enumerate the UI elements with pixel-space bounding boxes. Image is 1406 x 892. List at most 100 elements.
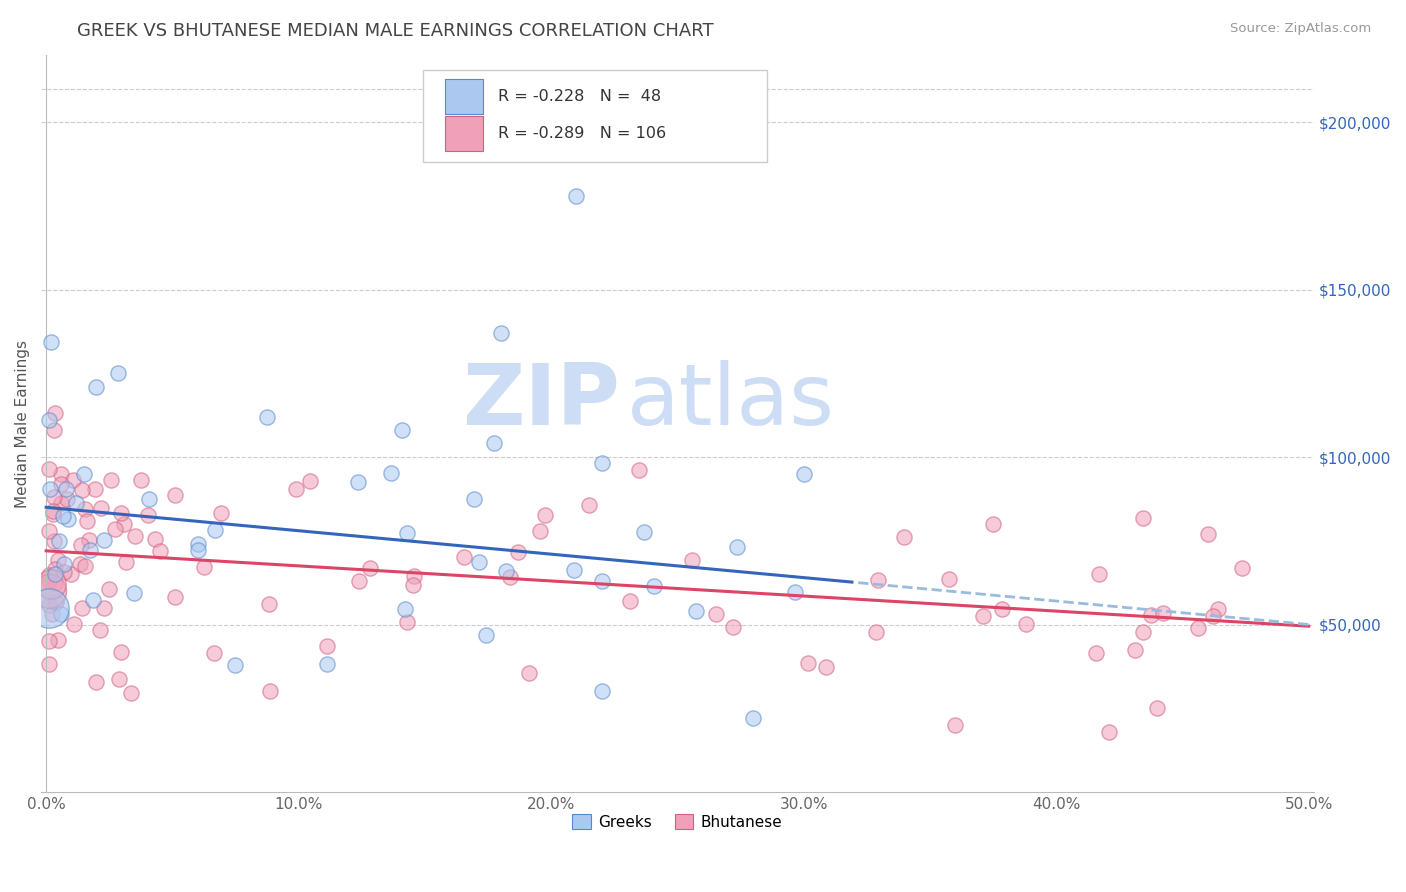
Point [893,530,915,544]
Point [76,515,98,529]
Point [475,628,498,642]
Point [315,639,337,653]
Point [797,656,820,670]
Point [1197,527,1219,541]
Point [938,573,960,587]
Point [107,366,129,380]
Point [89,624,111,638]
Point [115,555,138,569]
Point [60,566,83,581]
Point [1015,617,1038,632]
Point [1132,624,1154,639]
Point [1140,608,1163,623]
Point [1146,701,1168,715]
Point [209,506,232,520]
Point [257,597,280,611]
Point [84,483,107,497]
Point [45,594,67,608]
Point [204,523,226,537]
Y-axis label: Median Male Earnings: Median Male Earnings [15,340,30,508]
Point [38,412,60,426]
Point [1187,621,1209,635]
Point [633,525,655,540]
Point [70,600,93,615]
Point [315,657,337,672]
Point [562,564,585,578]
Point [866,573,889,587]
Point [187,542,209,557]
Point [72,483,94,497]
Point [187,537,209,551]
Point [1097,724,1119,739]
Point [38,600,60,615]
Point [723,620,745,634]
Point [38,599,60,613]
Text: GREEK VS BHUTANESE MEDIAN MALE EARNINGS CORRELATION CHART: GREEK VS BHUTANESE MEDIAN MALE EARNINGS … [77,22,714,40]
Point [44,576,66,591]
Point [578,498,600,512]
Point [39,577,62,591]
Point [256,410,278,425]
Point [533,508,555,523]
Point [402,578,425,592]
Text: R = -0.228   N =  48: R = -0.228 N = 48 [498,89,661,103]
Point [138,492,160,507]
Point [143,532,166,546]
Point [224,658,246,673]
Point [643,579,665,593]
Point [489,326,512,340]
Point [51,467,73,481]
Point [42,504,65,518]
Point [77,533,100,548]
Point [51,607,73,622]
Point [38,568,60,582]
Point [55,492,77,507]
Point [93,533,115,547]
Point [122,586,145,600]
Point [391,423,413,437]
Point [394,601,416,615]
Point [259,684,281,698]
Point [42,490,65,504]
Point [202,646,225,660]
Point [100,473,122,487]
Point [110,506,132,520]
Point [163,590,186,604]
Point [991,602,1014,616]
Point [93,601,115,615]
Point [404,569,426,583]
Point [1085,646,1108,660]
Point [1132,511,1154,525]
Point [495,564,517,578]
Point [120,686,142,700]
Point [165,488,187,502]
Point [38,524,60,538]
Point [517,666,540,681]
Point [380,467,402,481]
Point [1206,602,1229,616]
Point [347,475,370,489]
Point [79,543,101,558]
Point [468,555,491,569]
Point [98,582,121,597]
Legend: Greeks, Bhutanese: Greeks, Bhutanese [567,807,789,836]
Point [51,476,73,491]
Point [499,570,522,584]
Point [38,462,60,476]
Point [725,540,748,554]
Point [484,436,506,450]
Point [39,335,62,350]
Point [685,604,707,618]
Point [39,482,62,496]
Point [149,544,172,558]
Point [69,558,91,572]
Point [793,467,815,481]
Point [49,496,72,510]
Point [742,711,765,725]
Point [814,660,837,674]
Point [1232,560,1254,574]
Point [972,608,994,623]
Point [129,473,152,487]
Point [52,509,75,524]
Point [591,574,613,588]
